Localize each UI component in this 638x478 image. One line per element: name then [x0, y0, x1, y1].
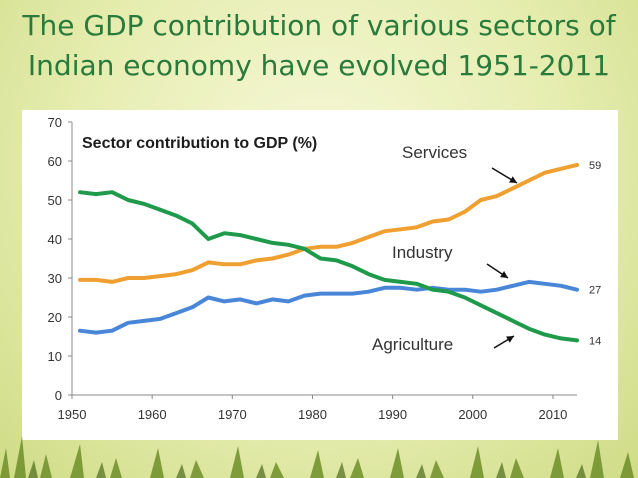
series-line-agriculture	[78, 190, 579, 343]
slide-title-line-2: Indian economy have evolved 1951-2011	[27, 49, 611, 82]
series-line-industry	[78, 279, 579, 335]
y-tick-label: 0	[55, 388, 62, 403]
y-tick-label: 30	[48, 271, 62, 286]
x-tick-label: 1950	[58, 407, 87, 422]
annotation-services: Services	[402, 143, 467, 162]
y-tick-label: 60	[48, 154, 62, 169]
end-label-industry: 27	[589, 285, 601, 297]
annotation-arrowhead-services	[509, 176, 517, 183]
end-label-agriculture: 14	[589, 335, 601, 347]
annotation-arrowhead-agriculture	[506, 336, 514, 343]
y-tick-label: 70	[48, 115, 62, 130]
grass-decoration	[0, 436, 634, 478]
y-tick-label: 20	[48, 310, 62, 325]
x-tick-label: 1960	[138, 407, 167, 422]
y-tick-label: 40	[48, 232, 62, 247]
slide-title-line-1: The GDP contribution of various sectors …	[22, 9, 616, 42]
gdp-line-chart: 0 10 20 30 40 50 60 70 1950 1960 1970 1980 1990 2000 2…	[48, 115, 602, 422]
x-tick-label: 1990	[378, 407, 407, 422]
chart-panel: 0 10 20 30 40 50 60 70 1950 1960 1970 1980 1990 2000 2…	[22, 110, 618, 440]
series-line-services	[78, 162, 579, 284]
x-tick-label: 2000	[458, 407, 487, 422]
x-tick-label: 2010	[538, 407, 567, 422]
end-label-services: 59	[589, 160, 601, 172]
y-tick-label: 50	[48, 193, 62, 208]
annotation-agriculture: Agriculture	[372, 335, 453, 354]
y-tick-label: 10	[48, 349, 62, 364]
slide-title: The GDP contribution of various sectors …	[0, 6, 638, 86]
chart-title: Sector contribution to GDP (%)	[82, 135, 317, 152]
annotation-industry: Industry	[392, 243, 453, 262]
x-tick-label: 1970	[218, 407, 247, 422]
x-tick-label: 1980	[298, 407, 327, 422]
annotation-arrowhead-industry	[500, 271, 508, 278]
